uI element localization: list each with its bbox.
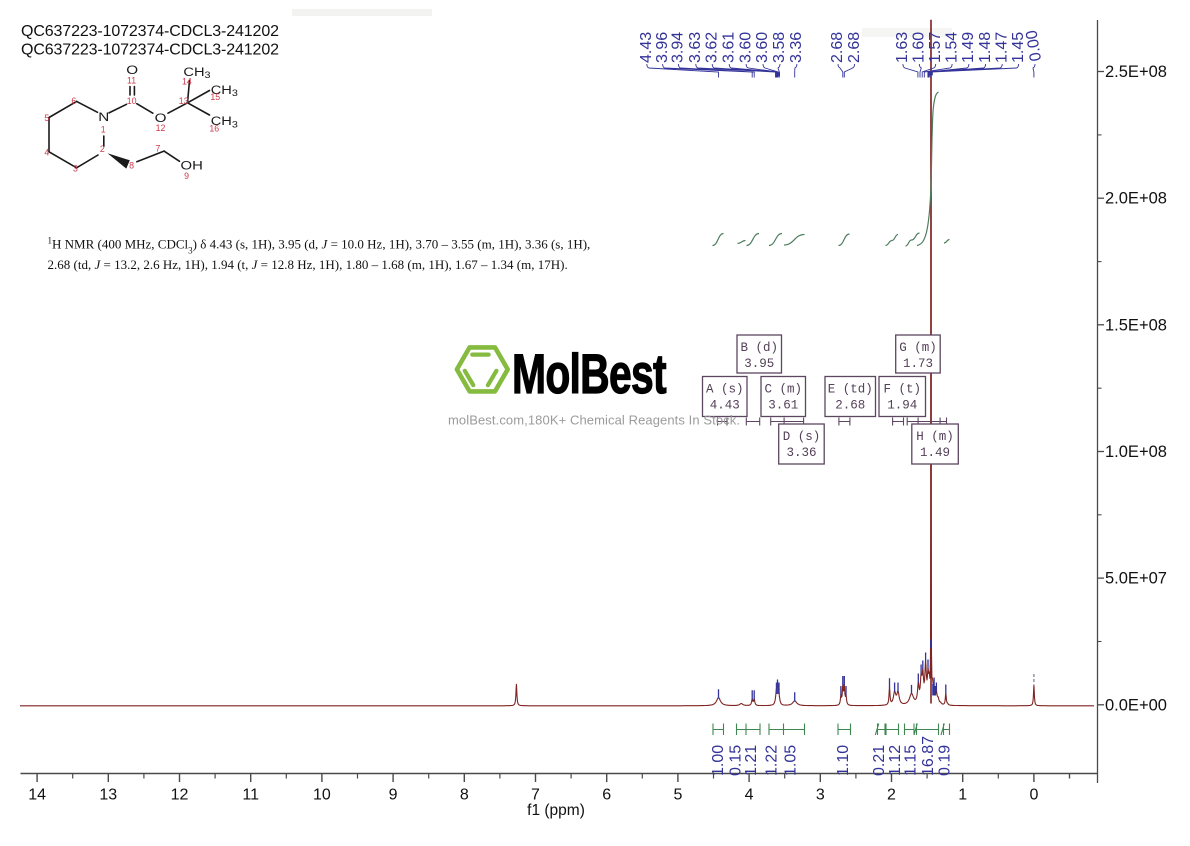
svg-text:3.62: 3.62 — [703, 32, 720, 63]
svg-text:5: 5 — [44, 113, 49, 123]
svg-text:1.10: 1.10 — [835, 745, 852, 776]
svg-text:4.43: 4.43 — [710, 399, 740, 413]
svg-text:1.05: 1.05 — [782, 745, 799, 776]
svg-text:CH3: CH3 — [211, 83, 239, 99]
svg-text:1.57: 1.57 — [927, 32, 944, 63]
svg-text:D (s): D (s) — [783, 430, 821, 444]
svg-text:2.0E+08: 2.0E+08 — [1105, 190, 1167, 208]
svg-text:2.68: 2.68 — [835, 399, 865, 413]
svg-text:N: N — [98, 111, 109, 124]
svg-text:0.00: 0.00 — [1023, 29, 1045, 63]
svg-text:QC637223-1072374-CDCL3-241202: QC637223-1072374-CDCL3-241202 — [21, 23, 279, 40]
svg-text:2.68: 2.68 — [846, 32, 863, 63]
svg-text:3.36: 3.36 — [788, 32, 805, 63]
svg-text:2: 2 — [887, 787, 896, 804]
svg-text:3.63: 3.63 — [687, 32, 704, 63]
svg-text:6: 6 — [71, 96, 76, 106]
svg-text:1.73: 1.73 — [903, 357, 933, 371]
svg-text:15: 15 — [210, 92, 220, 102]
svg-text:1.48: 1.48 — [977, 32, 994, 63]
svg-text:10: 10 — [313, 787, 331, 804]
svg-text:1.15: 1.15 — [903, 745, 920, 776]
svg-text:F (t): F (t) — [883, 383, 921, 397]
svg-text:3: 3 — [73, 163, 78, 173]
svg-text:14: 14 — [182, 76, 192, 86]
svg-text:5.0E+07: 5.0E+07 — [1105, 570, 1167, 588]
svg-text:10: 10 — [127, 96, 137, 106]
svg-text:0.21: 0.21 — [871, 745, 888, 776]
svg-text:MolBest: MolBest — [512, 344, 666, 406]
svg-text:6: 6 — [602, 787, 611, 804]
svg-text:f1 (ppm): f1 (ppm) — [527, 802, 585, 819]
svg-text:8: 8 — [129, 161, 134, 171]
svg-text:1H NMR (400 MHz, CDCl3) δ 4.43: 1H NMR (400 MHz, CDCl3) δ 4.43 (s, 1H), … — [48, 236, 591, 256]
svg-text:8: 8 — [460, 787, 469, 804]
svg-text:0.15: 0.15 — [728, 745, 745, 776]
svg-text:4: 4 — [745, 787, 754, 804]
svg-text:B (d): B (d) — [740, 341, 778, 355]
svg-text:QC637223-1072374-CDCL3-241202: QC637223-1072374-CDCL3-241202 — [21, 42, 279, 59]
svg-text:1.22: 1.22 — [763, 745, 780, 776]
svg-text:O: O — [155, 111, 167, 124]
svg-text:1.5E+08: 1.5E+08 — [1105, 316, 1167, 334]
svg-text:1.49: 1.49 — [960, 32, 977, 63]
svg-text:O: O — [126, 64, 138, 77]
svg-text:1: 1 — [958, 787, 967, 804]
svg-text:3.60: 3.60 — [737, 32, 754, 63]
svg-text:7: 7 — [531, 787, 540, 804]
svg-text:CH3: CH3 — [183, 65, 211, 81]
svg-text:2: 2 — [100, 144, 105, 154]
svg-text:1.12: 1.12 — [887, 745, 904, 776]
svg-text:1.45: 1.45 — [1010, 32, 1027, 63]
svg-text:9: 9 — [389, 787, 398, 804]
svg-text:16: 16 — [209, 124, 219, 134]
svg-text:3.61: 3.61 — [720, 32, 737, 63]
svg-text:3.95: 3.95 — [744, 357, 774, 371]
svg-text:1: 1 — [101, 125, 106, 135]
svg-text:C (m): C (m) — [764, 383, 802, 397]
svg-text:12: 12 — [171, 787, 189, 804]
svg-text:14: 14 — [28, 787, 46, 804]
svg-text:2.68: 2.68 — [829, 32, 846, 63]
svg-text:A (s): A (s) — [706, 383, 744, 397]
svg-text:1.0E+08: 1.0E+08 — [1105, 443, 1167, 461]
svg-text:0.0E+00: 0.0E+00 — [1105, 696, 1167, 714]
svg-text:H (m): H (m) — [916, 430, 954, 444]
svg-text:2.5E+08: 2.5E+08 — [1105, 63, 1167, 81]
svg-text:1.47: 1.47 — [993, 32, 1010, 63]
svg-text:3.36: 3.36 — [786, 446, 816, 460]
svg-text:16.87: 16.87 — [920, 736, 937, 776]
svg-text:3.58: 3.58 — [771, 32, 788, 63]
svg-text:3.96: 3.96 — [654, 32, 671, 63]
svg-text:1.60: 1.60 — [911, 32, 928, 63]
svg-text:2.68 (td, J = 13.2, 2.6 Hz, 1H: 2.68 (td, J = 13.2, 2.6 Hz, 1H), 1.94 (t… — [48, 257, 568, 272]
svg-text:3.61: 3.61 — [768, 399, 798, 413]
svg-text:1.54: 1.54 — [943, 32, 960, 63]
svg-text:E (td): E (td) — [828, 383, 873, 397]
svg-text:7: 7 — [155, 144, 160, 154]
svg-text:molBest.com,180K+ Chemical Rea: molBest.com,180K+ Chemical Reagents In S… — [448, 413, 740, 428]
svg-text:3.94: 3.94 — [670, 32, 687, 63]
svg-text:1.63: 1.63 — [894, 32, 911, 63]
svg-text:12: 12 — [156, 123, 166, 133]
svg-text:1.94: 1.94 — [887, 399, 917, 413]
svg-text:3: 3 — [816, 787, 825, 804]
svg-text:11: 11 — [127, 76, 136, 86]
svg-text:1.49: 1.49 — [920, 446, 950, 460]
svg-text:1.00: 1.00 — [710, 745, 727, 776]
svg-text:CH3: CH3 — [211, 114, 239, 130]
svg-text:13: 13 — [99, 787, 117, 804]
svg-text:11: 11 — [242, 787, 259, 804]
svg-text:0.19: 0.19 — [937, 745, 954, 776]
svg-text:1.21: 1.21 — [743, 745, 760, 776]
svg-text:4.43: 4.43 — [638, 32, 655, 63]
svg-text:0: 0 — [1029, 787, 1038, 804]
svg-text:OH: OH — [181, 159, 203, 172]
svg-text:13: 13 — [179, 96, 189, 106]
svg-text:9: 9 — [184, 171, 189, 181]
svg-text:G (m): G (m) — [899, 341, 937, 355]
svg-text:3.60: 3.60 — [754, 32, 771, 63]
svg-text:4: 4 — [44, 147, 49, 157]
svg-text:5: 5 — [673, 787, 682, 804]
